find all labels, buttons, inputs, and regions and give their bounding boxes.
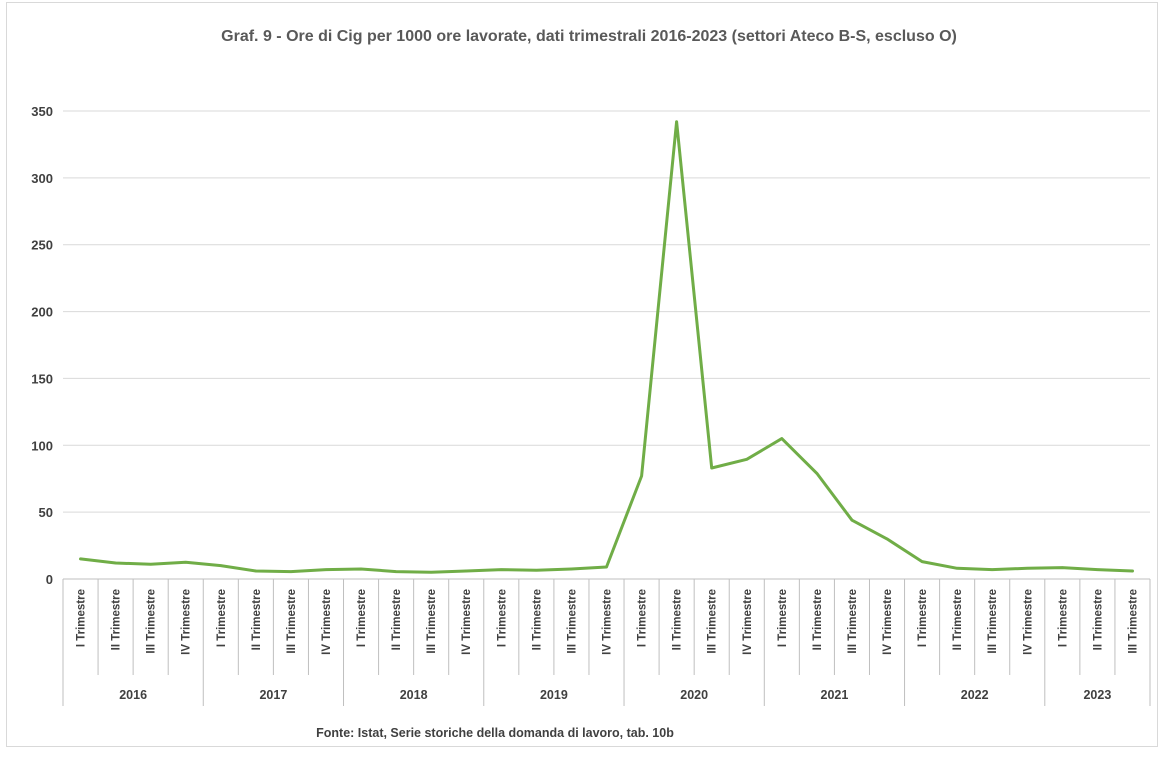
- x-tick-label: I Trimestre: [76, 589, 88, 647]
- chart-frame: Graf. 9 - Ore di Cig per 1000 ore lavora…: [6, 2, 1158, 747]
- y-tick-label: 0: [46, 572, 53, 587]
- data-point: [815, 472, 819, 475]
- x-tick-label: II Trimestre: [391, 589, 403, 650]
- data-point: [745, 458, 748, 461]
- data-point: [359, 567, 363, 571]
- data-point: [324, 568, 328, 571]
- x-year-label: 2016: [119, 688, 147, 702]
- x-tick-label: II Trimestre: [111, 589, 123, 650]
- x-tick-label: IV Trimestre: [1022, 589, 1034, 655]
- x-year-label: 2019: [540, 688, 568, 702]
- data-point: [500, 568, 503, 571]
- data-point: [184, 561, 187, 564]
- data-point: [254, 569, 258, 573]
- x-year-label: 2018: [400, 688, 428, 702]
- y-tick-label: 200: [31, 305, 53, 320]
- x-tick-label: III Trimestre: [146, 589, 158, 654]
- y-tick-label: 150: [31, 371, 53, 386]
- data-point: [710, 466, 713, 470]
- x-tick-label: II Trimestre: [1092, 589, 1104, 650]
- data-point: [394, 570, 398, 573]
- x-tick-label: II Trimestre: [251, 589, 263, 650]
- data-point: [465, 569, 468, 573]
- x-tick-label: II Trimestre: [952, 589, 964, 650]
- data-point: [535, 569, 538, 572]
- chart-source: Fonte: Istat, Serie storiche della doman…: [316, 726, 674, 740]
- x-axis: I Trimestre II Trimestre III Trimestre IV T…: [62, 579, 1151, 706]
- x-year-label: 2023: [1083, 688, 1111, 702]
- x-year-label: 2022: [961, 688, 989, 702]
- data-point: [920, 560, 924, 563]
- data-point: [219, 564, 222, 567]
- gridlines: [63, 110, 1150, 580]
- data-point: [605, 565, 608, 569]
- x-tick-label: I Trimestre: [1057, 589, 1069, 647]
- data-point: [675, 120, 678, 123]
- x-tick-label: III Trimestre: [286, 589, 298, 654]
- data-point: [114, 561, 117, 565]
- x-tick-label: III Trimestre: [987, 589, 999, 654]
- x-tick-label: IV Trimestre: [602, 589, 614, 655]
- x-tick-label: II Trimestre: [812, 589, 824, 650]
- x-tick-label: III Trimestre: [566, 589, 578, 654]
- data-point: [885, 537, 889, 541]
- x-tick-label: II Trimestre: [672, 589, 684, 650]
- x-year-label: 2020: [680, 688, 708, 702]
- x-tick-label: IV Trimestre: [461, 589, 473, 655]
- x-tick-label: I Trimestre: [637, 589, 649, 647]
- x-tick-label: I Trimestre: [917, 589, 929, 647]
- data-point: [850, 518, 854, 522]
- data-point: [780, 437, 784, 440]
- data-point: [955, 567, 959, 570]
- x-tick-label: I Trimestre: [777, 589, 789, 647]
- chart-title: Graf. 9 - Ore di Cig per 1000 ore lavora…: [221, 28, 957, 45]
- x-tick-label: IV Trimestre: [321, 589, 333, 655]
- x-year-label: 2017: [259, 688, 287, 702]
- x-tick-label: IV Trimestre: [181, 589, 193, 655]
- x-tick-label: I Trimestre: [216, 589, 228, 647]
- y-axis: 0 50 100 150 200 250 300 350: [31, 104, 53, 587]
- x-year-label: 2021: [821, 688, 849, 702]
- data-point: [429, 571, 433, 574]
- x-tick-label: IV Trimestre: [742, 589, 754, 655]
- data-point: [1061, 566, 1064, 569]
- x-tick-label: I Trimestre: [356, 589, 368, 647]
- data-point: [79, 557, 82, 561]
- y-tick-label: 250: [31, 238, 53, 253]
- data-point: [991, 568, 994, 571]
- series-polyline: [79, 120, 1134, 574]
- x-tick-label: I Trimestre: [496, 589, 508, 647]
- x-tick-label: III Trimestre: [847, 589, 859, 654]
- x-tick-label: III Trimestre: [1127, 589, 1139, 654]
- data-point: [289, 570, 293, 573]
- x-tick-label: IV Trimestre: [882, 589, 894, 655]
- data-point: [640, 474, 643, 478]
- data-point: [570, 567, 573, 571]
- y-tick-label: 350: [31, 104, 53, 119]
- x-tick-label: II Trimestre: [531, 589, 543, 650]
- y-tick-label: 100: [31, 438, 53, 453]
- data-point: [149, 563, 152, 566]
- x-tick-label: III Trimestre: [707, 589, 719, 654]
- x-tick-label: III Trimestre: [426, 589, 438, 654]
- y-tick-label: 300: [31, 171, 53, 186]
- data-point: [1026, 567, 1029, 570]
- line-chart: Graf. 9 - Ore di Cig per 1000 ore lavora…: [31, 28, 1151, 740]
- series-line: [79, 120, 1134, 574]
- y-tick-label: 50: [39, 505, 53, 520]
- data-point: [1131, 569, 1134, 573]
- data-point: [1096, 568, 1099, 571]
